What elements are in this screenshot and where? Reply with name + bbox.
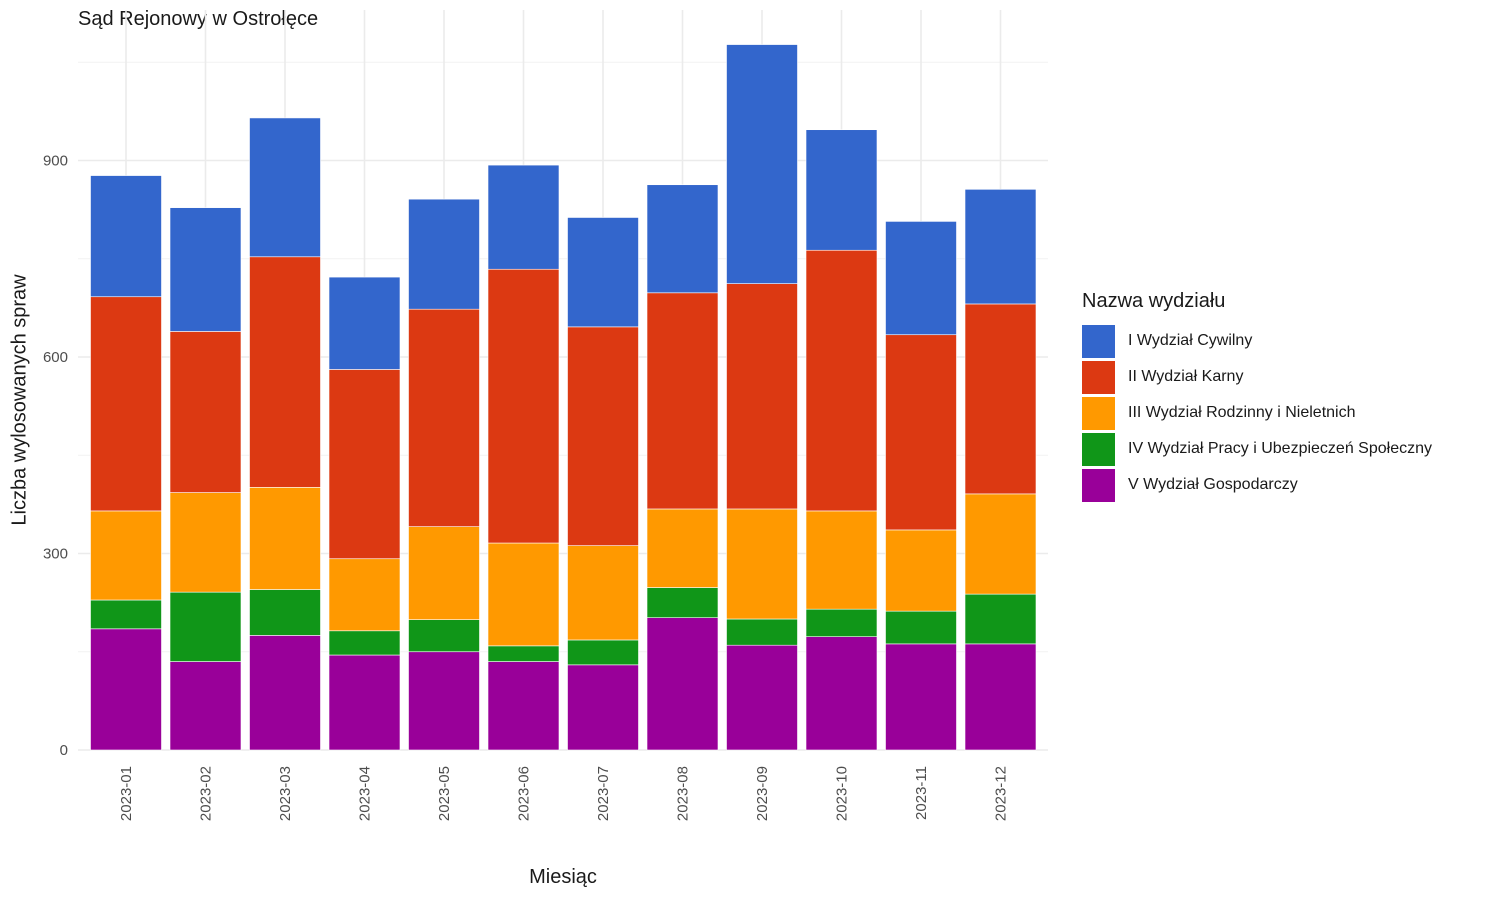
- bar-segment: [646, 184, 719, 294]
- bar-segment: [885, 643, 957, 751]
- bar-segment: [805, 608, 878, 637]
- bar-segment: [726, 44, 798, 284]
- legend-label: II Wydział Karny: [1128, 368, 1244, 385]
- x-tick-label: 2023-03: [277, 766, 294, 821]
- bar-segment: [169, 207, 242, 332]
- bar-segment: [169, 591, 242, 662]
- x-tick-label: 2023-08: [675, 766, 692, 821]
- bar-segment: [487, 645, 560, 662]
- bar-segment: [964, 189, 1037, 305]
- legend-item-pracy: IV Wydział Pracy i Ubezpieczeń Społeczny: [1082, 431, 1432, 467]
- bar-segment: [567, 545, 639, 641]
- bar-segment: [964, 493, 1037, 595]
- bar-segment: [567, 664, 639, 751]
- x-tick-label: 2023-11: [913, 766, 930, 820]
- bar-segment: [726, 644, 798, 751]
- bar-segment: [646, 292, 719, 510]
- x-tick-label: 2023-07: [595, 766, 612, 821]
- legend-item-gospodarczy: V Wydział Gospodarczy: [1082, 467, 1432, 503]
- bar-segment: [408, 198, 480, 310]
- bar-segment: [487, 268, 560, 544]
- bar-segment: [249, 635, 321, 751]
- chart-title: Sąd Rejonowy w Ostrołęce: [78, 8, 319, 30]
- bar-segment: [408, 651, 480, 751]
- x-tick-label: 2023-04: [357, 766, 374, 821]
- bar-segment: [328, 630, 401, 656]
- bar-segment: [408, 308, 480, 527]
- x-tick-label: 2023-02: [198, 766, 215, 821]
- bar-segment: [487, 164, 560, 270]
- bar-segment: [805, 636, 878, 751]
- bar-segment: [805, 510, 878, 610]
- bar-segment: [885, 610, 957, 645]
- bar-segment: [408, 619, 480, 653]
- x-tick-label: 2023-06: [516, 766, 533, 821]
- x-tick-label: 2023-09: [754, 766, 771, 821]
- bar-segment: [408, 526, 480, 620]
- legend-label: III Wydział Rodzinny i Nieletnich: [1128, 404, 1356, 421]
- bar-segment: [90, 296, 162, 512]
- bar-segment: [726, 508, 798, 620]
- bar-segment: [726, 283, 798, 510]
- bar-segment: [964, 303, 1037, 495]
- bar-segment: [567, 217, 639, 328]
- legend-item-cywilny: I Wydział Cywilny: [1082, 323, 1432, 359]
- legend-swatch-cywilny: [1082, 324, 1115, 358]
- bar-segment: [249, 589, 321, 636]
- legend-label: V Wydział Gospodarczy: [1128, 476, 1298, 493]
- bar-segment: [169, 661, 242, 751]
- bar-segment: [726, 618, 798, 646]
- bar-segment: [249, 487, 321, 590]
- bar-segment: [964, 643, 1037, 751]
- y-axis-label: Liczba wylosowanych spraw: [8, 274, 31, 526]
- bar-segment: [328, 276, 401, 370]
- x-tick-label: 2023-10: [834, 766, 851, 821]
- bar-segment: [487, 542, 560, 647]
- bar-segment: [90, 599, 162, 630]
- bar-segment: [805, 129, 878, 251]
- bar-segment: [328, 654, 401, 751]
- bar-segment: [328, 558, 401, 632]
- y-tick-label: 600: [43, 349, 68, 366]
- legend-label: IV Wydział Pracy i Ubezpieczeń Społeczny: [1128, 440, 1432, 457]
- bar-segment: [646, 587, 719, 618]
- legend-title: Nazwa wydziału: [1082, 290, 1226, 312]
- x-tick-label: 2023-01: [118, 766, 135, 821]
- bar-segment: [646, 508, 719, 588]
- bar-segment: [90, 628, 162, 751]
- legend-swatch-karny: [1082, 360, 1115, 394]
- legend-swatch-rodzinny: [1082, 396, 1115, 430]
- legend-item-karny: II Wydział Karny: [1082, 359, 1432, 395]
- y-tick-label: 900: [43, 153, 68, 170]
- bar-segment: [169, 331, 242, 493]
- bar-segment: [328, 369, 401, 560]
- bar-segment: [646, 617, 719, 751]
- legend-item-rodzinny: III Wydział Rodzinny i Nieletnich: [1082, 395, 1432, 431]
- x-tick-label: 2023-05: [436, 766, 453, 821]
- y-tick-label: 300: [43, 546, 68, 563]
- bar-segment: [885, 221, 957, 336]
- bar-segment: [90, 175, 162, 298]
- legend-swatch-pracy: [1082, 432, 1115, 466]
- bar-segment: [885, 529, 957, 612]
- bar-segment: [249, 256, 321, 488]
- x-tick-label: 2023-12: [993, 766, 1010, 821]
- bar-segment: [90, 510, 162, 601]
- bar-segment: [567, 326, 639, 546]
- bar-segment: [964, 593, 1037, 645]
- legend: Nazwa wydziału I Wydział Cywilny II Wydz…: [1082, 290, 1432, 503]
- y-tick-label: 0: [60, 742, 68, 759]
- bar-segment: [169, 492, 242, 593]
- legend-swatch-gospodarczy: [1082, 468, 1115, 502]
- bar-segment: [487, 661, 560, 751]
- bar-segment: [567, 639, 639, 666]
- x-axis-label: Miesiąc: [529, 866, 597, 888]
- bar-segment: [885, 334, 957, 531]
- bar-segment: [249, 117, 321, 258]
- bar-segment: [805, 249, 878, 512]
- legend-label: I Wydział Cywilny: [1128, 332, 1253, 349]
